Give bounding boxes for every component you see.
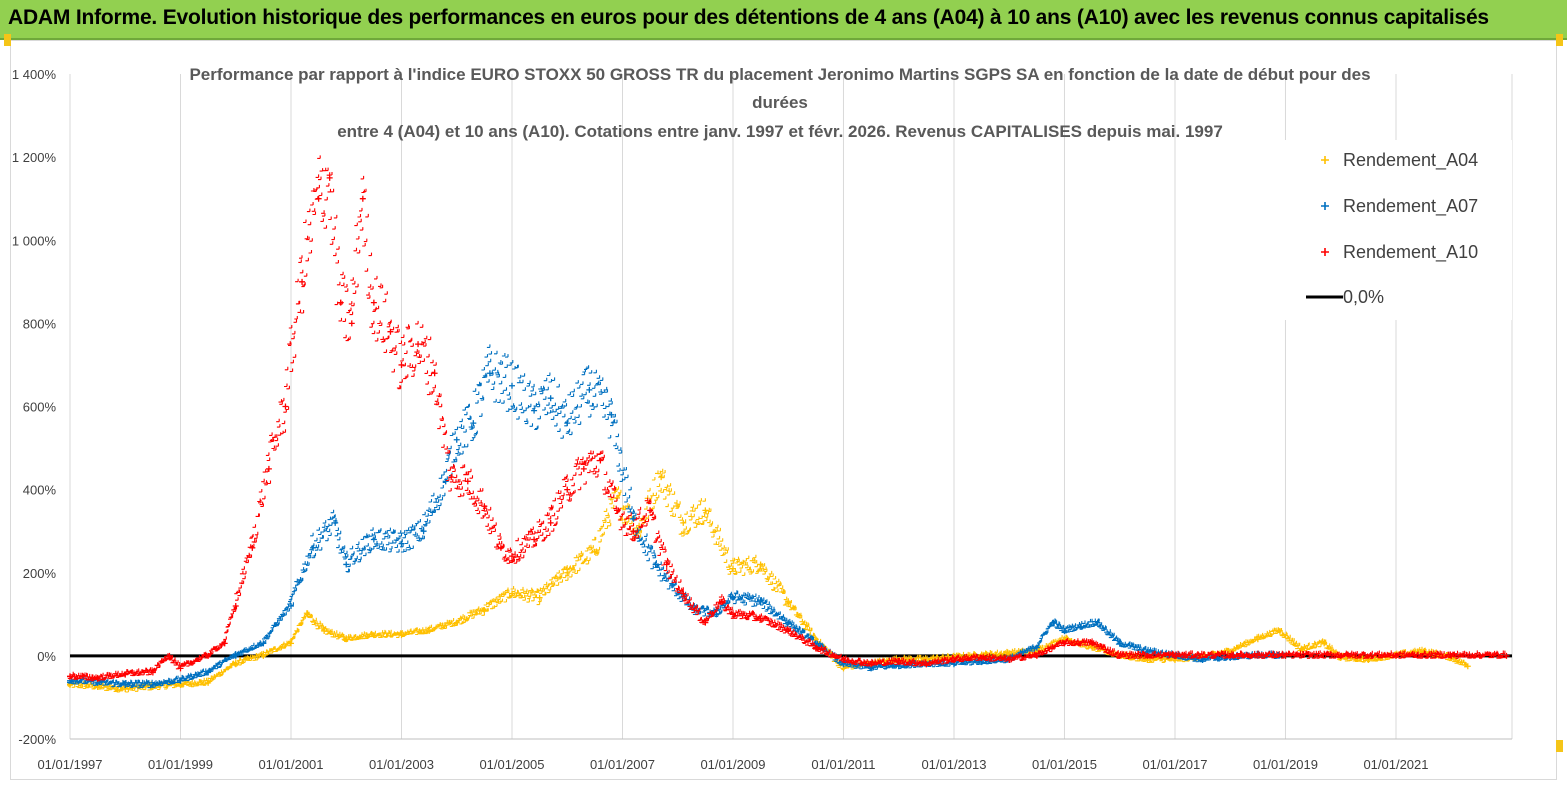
x-tick-label: 01/01/2021 xyxy=(1363,757,1428,772)
data-point xyxy=(370,299,377,306)
legend-label: Rendement_A10 xyxy=(1343,242,1478,263)
chart-title-line: durées xyxy=(752,93,808,112)
y-tick-label: 800% xyxy=(23,316,57,331)
legend-background xyxy=(1280,140,1512,320)
data-point xyxy=(470,420,477,427)
frame-handle-bottom-right xyxy=(1556,740,1563,752)
frame-handle-top-right xyxy=(1556,34,1563,46)
data-point xyxy=(326,174,333,181)
series-markers xyxy=(67,344,1286,689)
y-tick-label: 1 400% xyxy=(12,67,57,82)
data-point xyxy=(359,195,366,202)
data-point xyxy=(464,478,471,485)
y-tick-label: 1 200% xyxy=(12,150,57,165)
x-tick-label: 01/01/2007 xyxy=(590,757,655,772)
series-group xyxy=(67,155,1510,693)
y-tick-label: 400% xyxy=(23,483,57,498)
data-point xyxy=(348,320,355,327)
data-point xyxy=(299,278,306,285)
y-tick-label: -200% xyxy=(18,732,56,747)
x-tick-label: 01/01/2009 xyxy=(700,757,765,772)
y-tick-label: 200% xyxy=(23,566,57,581)
banner-title: ADAM Informe. Evolution historique des p… xyxy=(8,6,1489,29)
chart-title: Performance par rapport à l'indice EURO … xyxy=(189,65,1370,141)
data-point xyxy=(531,536,538,543)
y-axis-ticks: 1 400% 1 200% 1 000% 800% 600% 400% 200% 0% -200… xyxy=(12,67,57,747)
x-tick-label: 01/01/1999 xyxy=(148,757,213,772)
data-point xyxy=(564,569,571,576)
x-tick-label: 01/01/2011 xyxy=(811,757,875,772)
series-markers xyxy=(67,468,1468,693)
data-point xyxy=(453,436,460,443)
data-point xyxy=(508,382,515,389)
x-tick-label: 01/01/2005 xyxy=(479,757,544,772)
legend: Rendement_A04 Rendement_A07 Rendement_A10 0… xyxy=(1280,140,1512,320)
x-tick-label: 01/01/2013 xyxy=(921,757,986,772)
data-point xyxy=(343,561,350,568)
y-tick-label: 0% xyxy=(37,649,56,664)
x-tick-label: 01/01/2003 xyxy=(369,757,434,772)
data-point xyxy=(387,328,394,335)
data-point xyxy=(630,528,637,535)
legend-marker xyxy=(1321,202,1329,210)
y-tick-label: 1 000% xyxy=(12,233,57,248)
x-tick-label: 01/01/2017 xyxy=(1142,757,1207,772)
report-banner: ADAM Informe. Evolution historique des p… xyxy=(0,0,1567,40)
y-tick-label: 600% xyxy=(23,400,57,415)
x-axis-ticks: 01/01/1997 01/01/1999 01/01/2001 01/01/2003… xyxy=(37,757,1428,772)
data-point xyxy=(680,519,687,526)
data-point xyxy=(580,465,587,472)
series-Rendement_A10 xyxy=(67,155,1510,682)
data-point xyxy=(370,536,377,543)
chart-title-line: entre 4 (A04) et 10 ans (A10). Cotations… xyxy=(337,122,1223,141)
series-Rendement_A04 xyxy=(67,468,1471,693)
frame-handle-top-left xyxy=(4,34,11,46)
x-tick-label: 01/01/2001 xyxy=(258,757,323,772)
data-point xyxy=(398,361,405,368)
data-point xyxy=(536,594,543,601)
data-point xyxy=(547,395,554,402)
data-point xyxy=(282,403,289,410)
data-point xyxy=(564,486,571,493)
data-point xyxy=(586,386,593,393)
x-tick-label: 01/01/1997 xyxy=(37,757,102,772)
legend-marker xyxy=(1321,156,1329,164)
x-tick-label: 01/01/2019 xyxy=(1253,757,1318,772)
legend-marker xyxy=(1321,248,1329,256)
series-Rendement_A07 xyxy=(67,344,1289,689)
x-tick-label: 01/01/2015 xyxy=(1032,757,1097,772)
data-point xyxy=(232,603,239,609)
legend-label: Rendement_A04 xyxy=(1343,150,1478,171)
data-point xyxy=(547,519,554,526)
legend-label: Rendement_A07 xyxy=(1343,196,1478,217)
data-point xyxy=(265,465,272,472)
gridlines xyxy=(69,74,1513,740)
chart-title-line: Performance par rapport à l'indice EURO … xyxy=(189,65,1370,84)
data-point xyxy=(680,590,687,597)
series-markers xyxy=(67,155,1507,682)
chart-frame xyxy=(10,40,1557,780)
legend-label: 0,0% xyxy=(1343,287,1384,307)
